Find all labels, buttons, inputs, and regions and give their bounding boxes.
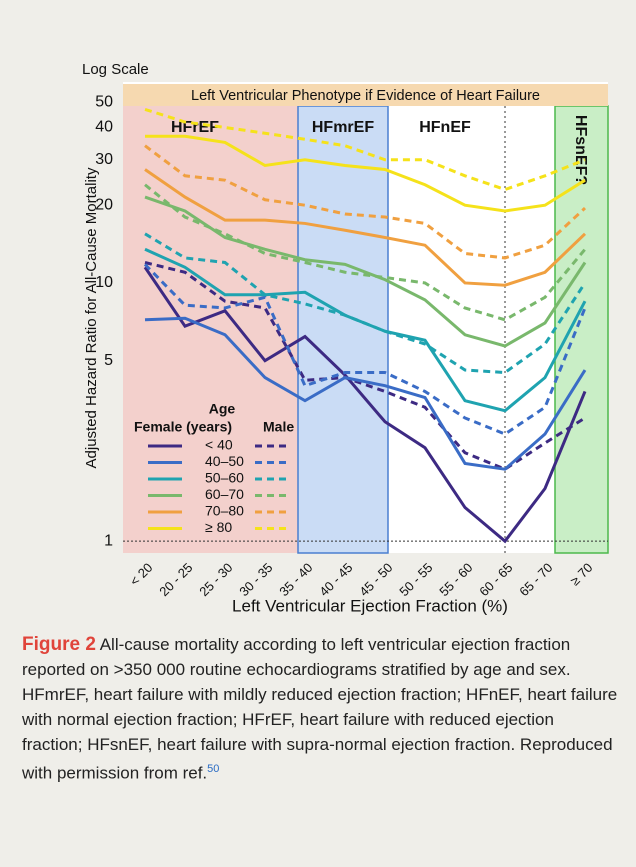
- legend-header: Male: [263, 419, 294, 435]
- scale-label: Log Scale: [82, 61, 149, 78]
- legend-label: 60–70: [205, 486, 244, 502]
- y-tick-label: 5: [104, 352, 113, 369]
- legend-header: Female (years): [134, 419, 232, 435]
- male-line: [144, 183, 587, 322]
- region-label: HFmrEF: [312, 119, 374, 136]
- legend-title: Age: [209, 401, 236, 417]
- caption-ref: 50: [207, 763, 220, 775]
- banner-text: Left Ventricular Phenotype if Evidence o…: [191, 88, 540, 104]
- legend-label: 70–80: [205, 503, 244, 519]
- y-tick-label: 1: [104, 532, 113, 549]
- banner: [123, 84, 608, 106]
- male-line: [144, 107, 586, 192]
- male-line: [143, 263, 587, 436]
- caption-label: Figure 2: [22, 634, 96, 655]
- y-tick-label: 50: [95, 94, 113, 111]
- caption: Figure 2 All-cause mortality according t…: [22, 632, 618, 786]
- y-tick-label: 10: [95, 274, 113, 291]
- region: [554, 105, 609, 554]
- region-label: HFrEF: [171, 119, 219, 136]
- y-tick-label: 20: [95, 196, 113, 213]
- female-line: [144, 168, 587, 287]
- female-line: [144, 247, 587, 413]
- x-axis-title: Left Ventricular Ejection Fraction (%): [232, 596, 508, 615]
- y-tick-label: 30: [95, 151, 113, 168]
- region-label: HFsnEF?: [572, 115, 589, 185]
- region: [297, 105, 389, 554]
- female-line: [145, 134, 586, 213]
- chart: Left Ventricular Phenotype if Evidence o…: [82, 60, 609, 616]
- legend-label: < 40: [205, 437, 233, 453]
- female-line: [143, 266, 587, 544]
- legend-label: 40–50: [205, 453, 244, 469]
- legend-label: ≥ 80: [205, 519, 232, 535]
- caption-text: All-cause mortality according to left ve…: [22, 635, 618, 783]
- y-tick-label: 40: [95, 119, 113, 136]
- region-label: HFnEF: [419, 119, 471, 136]
- female-line: [144, 316, 587, 471]
- legend-label: 50–60: [205, 470, 244, 486]
- y-axis-title: Adjusted Hazard Ratio for All-Cause Mort…: [83, 167, 100, 468]
- female-line: [144, 195, 587, 348]
